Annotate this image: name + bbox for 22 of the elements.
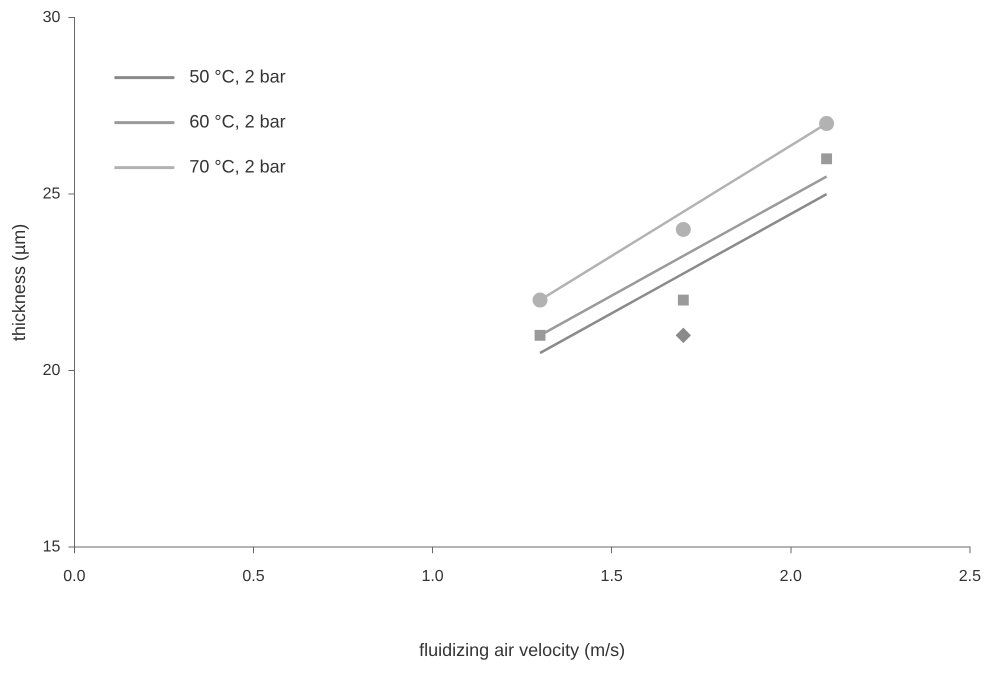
point: [821, 153, 832, 164]
y-axis-title: thickness (µm): [8, 224, 29, 342]
x-tick-label: 0.0: [63, 568, 86, 586]
point: [676, 222, 691, 237]
point: [534, 330, 546, 341]
point: [678, 294, 689, 306]
legend-label: 60 °C, 2 bar: [189, 112, 286, 132]
point: [532, 292, 548, 308]
x-tick-label: 1.0: [421, 568, 444, 586]
legend-label: 70 °C, 2 bar: [189, 156, 286, 177]
point: [819, 116, 834, 132]
x-tick-label: 2.5: [958, 568, 982, 586]
point: [676, 328, 691, 343]
x-tick-label: 2.0: [780, 568, 802, 586]
y-tick-label: 20: [42, 362, 60, 380]
legend-label: 50 °C, 2 bar: [189, 66, 286, 87]
y-tick-label: 25: [42, 186, 60, 203]
y-tick-label: 30: [42, 9, 60, 26]
y-tick-label: 15: [42, 538, 60, 556]
x-tick-label: 1.5: [600, 568, 623, 586]
x-axis-title: fluidizing air velocity (m/s): [419, 640, 626, 660]
x-tick-label: 0.5: [242, 568, 265, 586]
